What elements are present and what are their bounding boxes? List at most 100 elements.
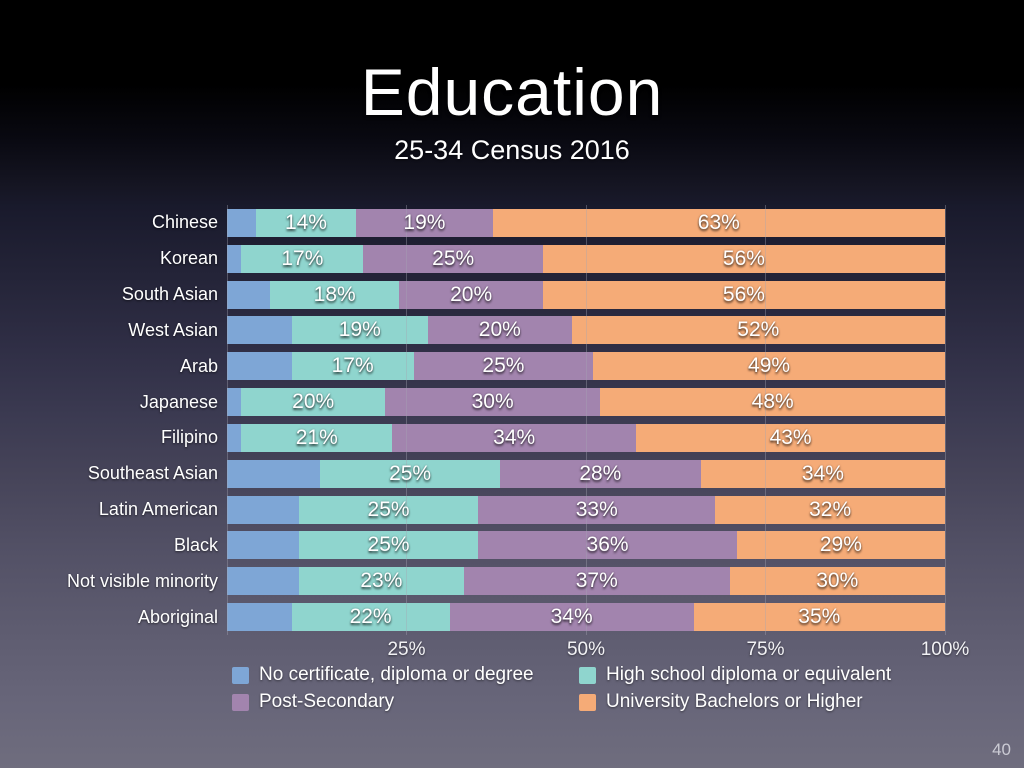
chart-row: Chinese 14% 19% 63% — [0, 205, 945, 241]
legend-swatch-icon — [579, 666, 596, 684]
bar-value-label: 17% — [281, 246, 324, 270]
bar-value-label: 30% — [816, 569, 859, 593]
bar-value-label: 34% — [550, 605, 593, 629]
bar-segment: 28% — [499, 459, 701, 488]
chart-row: Black 25% 36% 29% — [0, 527, 945, 563]
bar-value-label: 34% — [801, 461, 844, 485]
chart-row: Arab 17% 25% 49% — [0, 348, 945, 384]
bar-segment: 32% — [715, 495, 945, 524]
legend-swatch-icon — [579, 693, 596, 711]
chart-row: Korean 17% 25% 56% — [0, 241, 945, 277]
slide-title: Education — [360, 55, 664, 129]
category-label: Black — [173, 534, 218, 555]
bar-segment — [227, 423, 242, 452]
bar-segment — [227, 208, 256, 237]
bar-segment: 22% — [291, 603, 450, 632]
stacked-bar: 22% 34% 35% — [227, 603, 945, 632]
bar-segment: 25% — [298, 495, 479, 524]
bar-segment: 36% — [478, 531, 737, 560]
bar-value-label: 25% — [432, 246, 475, 270]
bar-segment: 34% — [700, 459, 945, 488]
bar-value-label: 25% — [367, 497, 410, 521]
education-stacked-bar-chart: Chinese 14% 19% 63% Korean 17% 25% 56% South Asi… — [0, 205, 1024, 725]
category-label: West Asian — [128, 319, 218, 340]
chart-row: South Asian 18% 20% 56% — [0, 277, 945, 313]
chart-rows: Chinese 14% 19% 63% Korean 17% 25% 56% South Asi… — [0, 205, 945, 635]
chart-row: West Asian 19% 20% 52% — [0, 312, 945, 348]
stacked-bar: 17% 25% 56% — [227, 244, 945, 273]
stacked-bar: 14% 19% 63% — [227, 208, 945, 237]
bar-value-label: 34% — [493, 425, 536, 449]
legend-item: High school diploma or equivalent — [579, 664, 891, 686]
legend-item: No certificate, diploma or degree — [232, 664, 579, 686]
category-label: Southeast Asian — [87, 463, 218, 484]
bar-value-label: 17% — [331, 354, 374, 378]
stacked-bar: 20% 30% 48% — [227, 388, 945, 417]
bar-value-label: 20% — [292, 390, 335, 414]
bar-value-label: 63% — [697, 210, 740, 234]
chart-row: Southeast Asian 25% 28% 34% — [0, 456, 945, 492]
bar-value-label: 48% — [751, 390, 794, 414]
bar-segment: 56% — [542, 244, 945, 273]
chart-row: Not visible minority 23% 37% 30% — [0, 563, 945, 599]
bar-segment — [227, 567, 299, 596]
bar-segment — [227, 459, 321, 488]
stacked-bar: 25% 33% 32% — [227, 495, 945, 524]
bar-segment: 18% — [270, 280, 400, 309]
bar-segment — [227, 280, 271, 309]
bar-segment — [227, 531, 299, 560]
bar-segment — [227, 352, 292, 381]
bar-segment: 30% — [384, 388, 601, 417]
chart-row: Aboriginal 22% 34% 35% — [0, 599, 945, 635]
bar-segment: 25% — [363, 244, 543, 273]
bar-segment: 19% — [356, 208, 493, 237]
category-label: South Asian — [121, 284, 218, 305]
bar-value-label: 19% — [338, 318, 381, 342]
x-axis-tick-label: 25% — [387, 639, 426, 660]
chart-row: Japanese 20% 30% 48% — [0, 384, 945, 420]
page-number: 40 — [992, 740, 1011, 759]
bar-segment: 48% — [600, 388, 945, 417]
stacked-bar: 25% 28% 34% — [227, 459, 945, 488]
bar-value-label: 35% — [798, 605, 841, 629]
bar-value-label: 32% — [809, 497, 852, 521]
bar-segment: 25% — [320, 459, 500, 488]
bar-segment: 49% — [593, 352, 945, 381]
bar-value-label: 43% — [769, 425, 812, 449]
stacked-bar: 18% 20% 56% — [227, 280, 945, 309]
stacked-bar: 21% 34% 43% — [227, 423, 945, 452]
bar-value-label: 29% — [819, 533, 862, 557]
category-label: Latin American — [98, 499, 218, 520]
x-axis-tick-label: 50% — [566, 639, 606, 660]
bar-segment: 37% — [463, 567, 730, 596]
bar-value-label: 56% — [722, 246, 765, 270]
bar-value-label: 18% — [313, 282, 356, 306]
category-label: Japanese — [139, 391, 218, 412]
bar-segment: 63% — [492, 208, 945, 237]
bar-value-label: 37% — [575, 569, 618, 593]
bar-segment: 21% — [241, 423, 393, 452]
bar-segment: 52% — [571, 316, 945, 345]
bar-segment — [227, 495, 299, 524]
bar-segment: 25% — [413, 352, 594, 381]
category-label: Not visible minority — [66, 570, 218, 591]
bar-segment — [227, 388, 242, 417]
legend-label: No certificate, diploma or degree — [259, 664, 534, 685]
bar-value-label: 49% — [748, 354, 791, 378]
x-axis-tick-label: 100% — [920, 639, 970, 660]
bar-segment: 20% — [241, 388, 385, 417]
legend-swatch-icon — [232, 693, 249, 711]
bar-segment: 17% — [291, 352, 414, 381]
bar-value-label: 30% — [471, 390, 514, 414]
category-label: Aboriginal — [137, 606, 218, 627]
bar-segment: 20% — [428, 316, 572, 345]
bar-value-label: 33% — [575, 497, 618, 521]
stacked-bar: 17% 25% 49% — [227, 352, 945, 381]
legend-item: Post-Secondary — [232, 691, 579, 713]
legend-label: Post-Secondary — [259, 691, 395, 712]
category-label: Chinese — [151, 212, 218, 233]
bar-segment: 33% — [478, 495, 716, 524]
bar-segment: 56% — [542, 280, 945, 309]
bar-value-label: 22% — [349, 605, 392, 629]
